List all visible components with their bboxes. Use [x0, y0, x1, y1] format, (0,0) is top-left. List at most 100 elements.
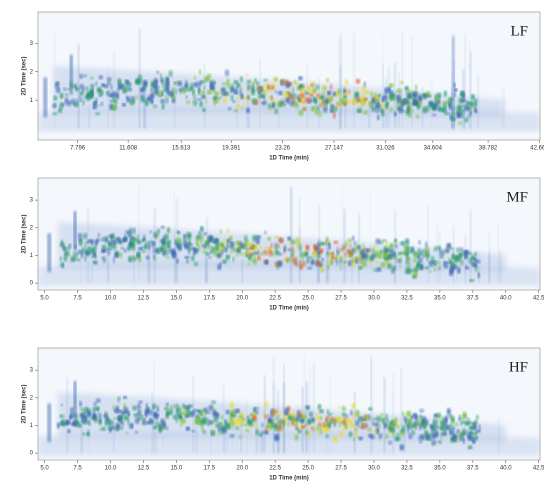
- chromatogram-spot: [170, 405, 173, 410]
- chromatogram-spot: [277, 424, 282, 432]
- chromatogram-spot: [226, 243, 230, 249]
- chromatogram-spot: [361, 418, 367, 422]
- chromatogram-spot: [161, 83, 166, 89]
- streak: [240, 416, 243, 454]
- x-tick-label: 19.391: [222, 146, 241, 152]
- chromatogram-spot: [404, 244, 410, 252]
- streak: [305, 381, 309, 454]
- chromatogram-spot: [219, 96, 222, 100]
- chromatogram-spot: [90, 76, 94, 80]
- chromatogram-spot: [189, 404, 194, 408]
- chromatogram-spot: [305, 405, 311, 410]
- chromatogram-spot: [339, 255, 343, 261]
- chromatogram-spot: [110, 83, 113, 91]
- chromatogram-spot: [160, 246, 166, 253]
- chromatogram-spot: [472, 440, 476, 444]
- chromatogram-spot: [94, 239, 99, 243]
- chromatogram-spot: [165, 96, 169, 105]
- chromatogram-spot: [74, 244, 77, 250]
- chromatogram-spot: [59, 414, 63, 418]
- chromatogram-spot: [329, 83, 333, 91]
- chromatogram-spot: [183, 405, 189, 409]
- chromatogram-spot: [182, 88, 185, 93]
- chromatogram-spot: [321, 91, 326, 95]
- chromatogram-spot: [355, 78, 361, 84]
- chromatogram-spot: [182, 238, 188, 246]
- chromatogram-spot: [158, 430, 162, 434]
- chromatogram-spot: [275, 414, 279, 422]
- chromatogram-spot: [298, 412, 302, 418]
- chromatogram-spot: [197, 244, 201, 251]
- chromatogram-spot: [199, 100, 203, 108]
- chromatogram-spot: [125, 415, 129, 421]
- chromatogram-spot: [296, 237, 301, 245]
- y-tick-label: 3: [30, 368, 34, 374]
- chromatogram-spot: [100, 101, 104, 107]
- chromatogram-spot: [330, 417, 334, 424]
- chromatogram-spot: [354, 91, 359, 99]
- chromatogram-spot: [123, 395, 127, 399]
- x-axis-title: 1D Time (min): [269, 306, 309, 312]
- chromatogram-spot: [59, 242, 65, 248]
- chromatogram-spot: [404, 420, 407, 424]
- chromatogram-spot: [277, 252, 283, 256]
- chromatogram-spot: [379, 255, 385, 259]
- chromatogram-spot: [147, 240, 151, 246]
- streak: [246, 82, 250, 129]
- chromatogram-spot: [144, 99, 149, 107]
- chromatogram-spot: [442, 249, 445, 257]
- chromatogram-spot: [443, 418, 448, 426]
- chromatogram-spot: [55, 87, 61, 94]
- chromatogram-spot: [266, 421, 270, 428]
- chromatogram-spot: [164, 94, 167, 98]
- chromatogram-spot: [137, 74, 143, 82]
- chromatogram-spot: [418, 425, 422, 431]
- chromatogram-spot: [467, 113, 471, 119]
- chromatogram-spot: [427, 94, 432, 98]
- chromatogram-spot: [279, 100, 284, 106]
- chromatogram-spot: [410, 423, 416, 428]
- chromatogram-spot: [255, 428, 259, 436]
- chromatogram-spot: [118, 251, 123, 258]
- chromatogram-spot: [444, 247, 450, 253]
- chromatogram-spot: [376, 415, 381, 423]
- chromatogram-spot: [251, 84, 255, 92]
- chromatogram-spot: [71, 256, 77, 262]
- chromatogram-spot: [365, 248, 371, 253]
- chromatogram-spot: [226, 238, 231, 244]
- y-axis-title: 2D Time (sec): [22, 215, 28, 254]
- chromatogram-spot: [101, 426, 106, 432]
- chromatogram-spot: [260, 251, 265, 256]
- chromatogram-spot: [319, 429, 323, 435]
- chromatogram-spot: [85, 432, 89, 436]
- streak: [86, 208, 90, 284]
- streak: [451, 37, 455, 129]
- chromatogram-spot: [101, 256, 104, 260]
- chromatogram-spot: [471, 94, 475, 101]
- streak: [464, 33, 467, 129]
- chromatogram-spot: [319, 261, 324, 267]
- y-axis-title: 2D Time (sec): [22, 57, 28, 96]
- chromatogram-spot: [387, 263, 392, 270]
- streak: [88, 105, 91, 129]
- chromatogram-spot: [68, 243, 72, 248]
- chromatogram-spot: [246, 249, 251, 255]
- chromatogram-spot: [205, 97, 208, 105]
- chromatogram-spot: [79, 98, 82, 103]
- chromatogram-spot: [176, 403, 179, 411]
- chromatogram-spot: [63, 255, 68, 262]
- chromatogram-spot: [207, 236, 214, 242]
- streak: [90, 253, 94, 284]
- x-tick-label: 12.5: [138, 296, 150, 302]
- chromatogram-spot: [181, 243, 184, 246]
- chromatogram-spot: [383, 422, 388, 429]
- x-tick-label: 30.0: [368, 466, 380, 472]
- chromatogram-spot: [262, 411, 265, 416]
- chromatogram-spot: [440, 432, 445, 436]
- chromatogram-spot: [187, 246, 192, 252]
- x-tick-label: 17.5: [203, 296, 215, 302]
- chromatogram-spot: [96, 87, 102, 94]
- chromatogram-spot: [234, 426, 240, 431]
- chromatogram-spot: [235, 408, 240, 414]
- chromatogram-spot: [291, 412, 297, 419]
